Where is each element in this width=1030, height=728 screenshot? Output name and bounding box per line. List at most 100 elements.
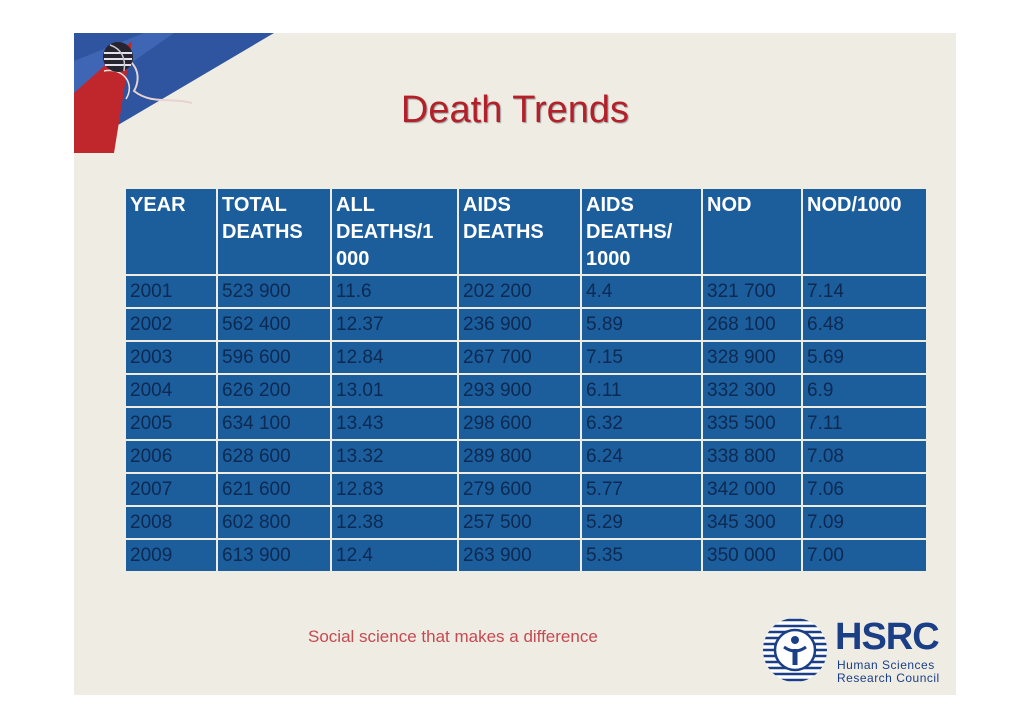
table-cell: 11.6 <box>330 274 459 309</box>
table-cell: 562 400 <box>216 307 332 342</box>
table-cell: 332 300 <box>701 373 803 408</box>
table-cell: 328 900 <box>701 340 803 375</box>
table-cell: 7.14 <box>801 274 928 309</box>
table-row: 2003 596 600 12.84 267 700 7.15 328 900 5.69 <box>124 340 928 375</box>
table-row: 2005 634 100 13.43 298 600 6.32 335 500 7.11 <box>124 406 928 441</box>
table-cell: 289 800 <box>457 439 582 474</box>
header-line: DEATHS/ <box>586 221 673 243</box>
table-cell: 257 500 <box>457 505 582 540</box>
table-cell: 12.83 <box>330 472 459 507</box>
table-cell: 13.32 <box>330 439 459 474</box>
table-cell: 602 800 <box>216 505 332 540</box>
table-row: 2008 602 800 12.38 257 500 5.29 345 300 7.09 <box>124 505 928 540</box>
header-line: 000 <box>336 248 370 270</box>
globe-icon <box>103 42 133 72</box>
table-cell: 279 600 <box>457 472 582 507</box>
table-cell: 2004 <box>124 373 218 408</box>
table-cell: 613 900 <box>216 538 332 573</box>
table-cell: 298 600 <box>457 406 582 441</box>
table-cell: 626 200 <box>216 373 332 408</box>
table-cell: 350 000 <box>701 538 803 573</box>
table-cell: 267 700 <box>457 340 582 375</box>
table-cell: 2002 <box>124 307 218 342</box>
header-line: ALL <box>336 194 375 216</box>
table-cell: 12.84 <box>330 340 459 375</box>
hsrc-logo: HSRC Human Sciences Research Council <box>760 607 956 695</box>
table-cell: 7.06 <box>801 472 928 507</box>
table-cell: 4.4 <box>580 274 703 309</box>
table-row: 2002 562 400 12.37 236 900 5.89 268 100 6.48 <box>124 307 928 342</box>
header-line: DEATHS <box>222 221 303 243</box>
header-line: AIDS <box>586 194 634 216</box>
table-cell: 12.37 <box>330 307 459 342</box>
table-cell: 236 900 <box>457 307 582 342</box>
tagline: Social science that makes a difference <box>308 627 598 646</box>
header-line: 1000 <box>586 248 631 270</box>
header-line: NOD <box>707 194 752 216</box>
table-cell: 202 200 <box>457 274 582 309</box>
table-cell: 628 600 <box>216 439 332 474</box>
header-aids-deaths-per-1000: AIDS DEATHS/ 1000 <box>580 187 703 276</box>
table-cell: 2009 <box>124 538 218 573</box>
table-cell: 634 100 <box>216 406 332 441</box>
table-row: 2007 621 600 12.83 279 600 5.77 342 000 7.06 <box>124 472 928 507</box>
table-cell: 6.11 <box>580 373 703 408</box>
table-cell: 2008 <box>124 505 218 540</box>
table-cell: 621 600 <box>216 472 332 507</box>
table-cell: 6.48 <box>801 307 928 342</box>
table-cell: 12.4 <box>330 538 459 573</box>
table-row: 2004 626 200 13.01 293 900 6.11 332 300 6.9 <box>124 373 928 408</box>
death-trends-table: YEAR TOTAL DEATHS ALL DEATHS/1 000 AIDS … <box>124 187 928 573</box>
corner-decoration <box>74 33 274 153</box>
header-line: DEATHS/1 <box>336 221 434 243</box>
hsrc-emblem-icon <box>763 618 827 682</box>
header-year: YEAR <box>124 187 218 276</box>
table-cell: 5.77 <box>580 472 703 507</box>
table-cell: 2005 <box>124 406 218 441</box>
header-line: YEAR <box>130 194 186 216</box>
table-cell: 6.32 <box>580 406 703 441</box>
table-cell: 13.01 <box>330 373 459 408</box>
table-cell: 6.9 <box>801 373 928 408</box>
header-line: DEATHS <box>463 221 544 243</box>
table-cell: 338 800 <box>701 439 803 474</box>
table-cell: 335 500 <box>701 406 803 441</box>
table-cell: 7.09 <box>801 505 928 540</box>
table-row: 2009 613 900 12.4 263 900 5.35 350 000 7.00 <box>124 538 928 573</box>
table-cell: 12.38 <box>330 505 459 540</box>
slide: Death Trends YEAR TOTAL DEATHS ALL DEATH… <box>74 33 956 695</box>
table-cell: 293 900 <box>457 373 582 408</box>
table-cell: 7.08 <box>801 439 928 474</box>
table-cell: 2006 <box>124 439 218 474</box>
table-cell: 7.11 <box>801 406 928 441</box>
header-line: NOD/1000 <box>807 194 902 216</box>
table-cell: 2007 <box>124 472 218 507</box>
table-header-row: YEAR TOTAL DEATHS ALL DEATHS/1 000 AIDS … <box>124 187 928 276</box>
header-all-deaths-per-1000: ALL DEATHS/1 000 <box>330 187 459 276</box>
table-cell: 7.00 <box>801 538 928 573</box>
hsrc-wordmark: HSRC <box>835 616 940 658</box>
table-cell: 596 600 <box>216 340 332 375</box>
hsrc-subtitle-line: Research Council <box>837 671 940 685</box>
header-aids-deaths: AIDS DEATHS <box>457 187 582 276</box>
header-line: TOTAL <box>222 194 287 216</box>
table-row: 2001 523 900 11.6 202 200 4.4 321 700 7.14 <box>124 274 928 309</box>
table-cell: 13.43 <box>330 406 459 441</box>
table-cell: 523 900 <box>216 274 332 309</box>
table-cell: 345 300 <box>701 505 803 540</box>
hsrc-subtitle: Human Sciences Research Council <box>837 659 940 685</box>
table-cell: 5.69 <box>801 340 928 375</box>
table-cell: 7.15 <box>580 340 703 375</box>
table-cell: 321 700 <box>701 274 803 309</box>
table-cell: 5.35 <box>580 538 703 573</box>
slide-title: Death Trends <box>400 89 630 131</box>
table-row: 2006 628 600 13.32 289 800 6.24 338 800 7.08 <box>124 439 928 474</box>
header-nod: NOD <box>701 187 803 276</box>
header-total-deaths: TOTAL DEATHS <box>216 187 332 276</box>
table-cell: 268 100 <box>701 307 803 342</box>
table-cell: 263 900 <box>457 538 582 573</box>
table-cell: 5.89 <box>580 307 703 342</box>
table-cell: 6.24 <box>580 439 703 474</box>
header-line: AIDS <box>463 194 511 216</box>
header-nod-per-1000: NOD/1000 <box>801 187 928 276</box>
